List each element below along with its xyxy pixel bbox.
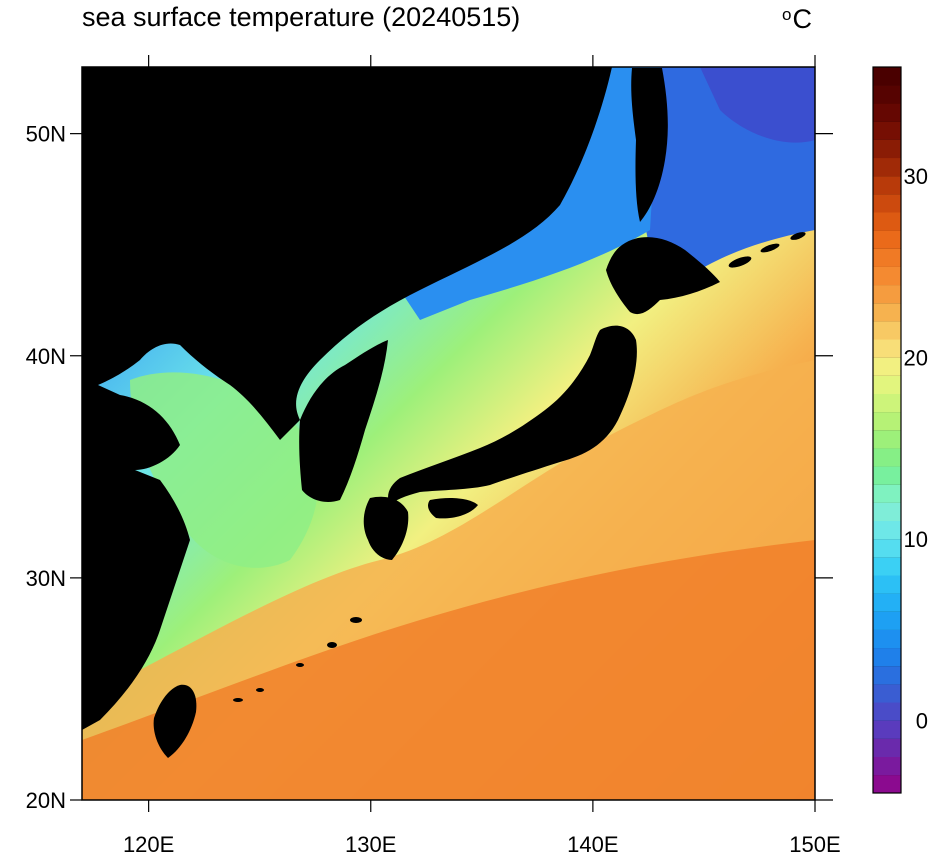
land-ryukyu	[233, 617, 362, 702]
colorbar-swatch	[873, 175, 901, 195]
colorbar-swatch	[873, 702, 901, 721]
colorbar-swatch	[873, 157, 901, 177]
units-celsius: C	[792, 4, 812, 34]
chart-title: sea surface temperature (20240515)	[82, 2, 521, 32]
land-hokkaido	[606, 237, 720, 315]
colorbar-swatch	[873, 139, 901, 159]
colorbar-swatch	[873, 411, 901, 431]
colorbar-swatch	[873, 67, 901, 86]
land-kuril	[728, 232, 806, 268]
colorbar-swatch	[873, 357, 901, 376]
units-label: oC	[782, 2, 812, 36]
colorbar: 0 10 20 30	[872, 66, 928, 794]
colorbar-swatch	[873, 302, 901, 322]
colorbar-tick-label: 20	[904, 345, 928, 370]
colorbar-swatch	[873, 629, 901, 649]
land-taiwan	[153, 684, 197, 758]
colorbar-swatch	[873, 393, 901, 413]
colorbar-swatch	[873, 484, 901, 503]
colorbar-swatch	[873, 194, 901, 213]
colorbar-swatch	[873, 266, 901, 286]
degree-symbol: o	[782, 5, 792, 24]
colorbar-swatch	[873, 448, 901, 467]
colorbar-swatch	[873, 611, 901, 630]
colorbar-swatch	[873, 774, 901, 794]
colorbar-swatch	[873, 738, 901, 757]
longitude-axis: 120E 130E 140E 150E	[123, 55, 841, 857]
lat-tick-label: 50N	[26, 122, 66, 147]
colorbar-swatch	[873, 339, 901, 358]
colorbar-tick-label: 30	[904, 164, 928, 189]
colorbar-swatch	[873, 665, 901, 685]
colorbar-swatch	[873, 284, 901, 304]
lon-tick-label: 120E	[123, 832, 174, 857]
colorbar-swatch	[873, 538, 901, 558]
colorbar-swatch	[873, 212, 901, 231]
land-honshu	[388, 325, 637, 505]
land-sakhalin	[631, 68, 668, 222]
colorbar-swatch	[873, 756, 901, 776]
colorbar-swatch	[873, 575, 901, 594]
colorbar-tick-label: 0	[916, 708, 928, 733]
land-korea	[299, 340, 388, 502]
colorbar-swatch	[873, 720, 901, 739]
lon-tick-label: 150E	[789, 832, 840, 857]
latitude-axis: 20N 30N 40N 50N	[26, 122, 833, 813]
colorbar-swatch	[873, 430, 901, 449]
colorbar-swatch	[873, 230, 901, 249]
colorbar-swatch	[873, 248, 901, 267]
land-continent	[82, 67, 612, 730]
colorbar-swatch	[873, 321, 901, 340]
colorbar-swatch	[873, 593, 901, 612]
colorbar-swatch	[873, 85, 901, 104]
colorbar-swatch	[873, 375, 901, 394]
colorbar-swatch	[873, 502, 901, 522]
ocean-kuroshio	[82, 540, 815, 800]
colorbar-swatch	[873, 647, 901, 667]
colorbar-swatch	[873, 103, 901, 122]
colorbar-swatch	[873, 684, 901, 703]
colorbar-swatch	[873, 121, 901, 140]
ocean-coldest-ne	[700, 67, 815, 143]
colorbar-swatch	[873, 557, 901, 576]
lat-tick-label: 40N	[26, 344, 66, 369]
lat-tick-label: 30N	[26, 566, 66, 591]
colorbar-swatch	[873, 466, 901, 485]
colorbar-frame	[872, 66, 902, 794]
lat-tick-label: 20N	[26, 788, 66, 813]
lon-tick-label: 140E	[567, 832, 618, 857]
lon-tick-label: 130E	[345, 832, 396, 857]
colorbar-swatch	[873, 520, 901, 540]
land-shikoku	[428, 497, 478, 519]
colorbar-tick-label: 10	[904, 527, 928, 552]
map-frame	[81, 66, 816, 801]
land-kyushu	[363, 496, 409, 560]
map-field	[82, 67, 815, 800]
